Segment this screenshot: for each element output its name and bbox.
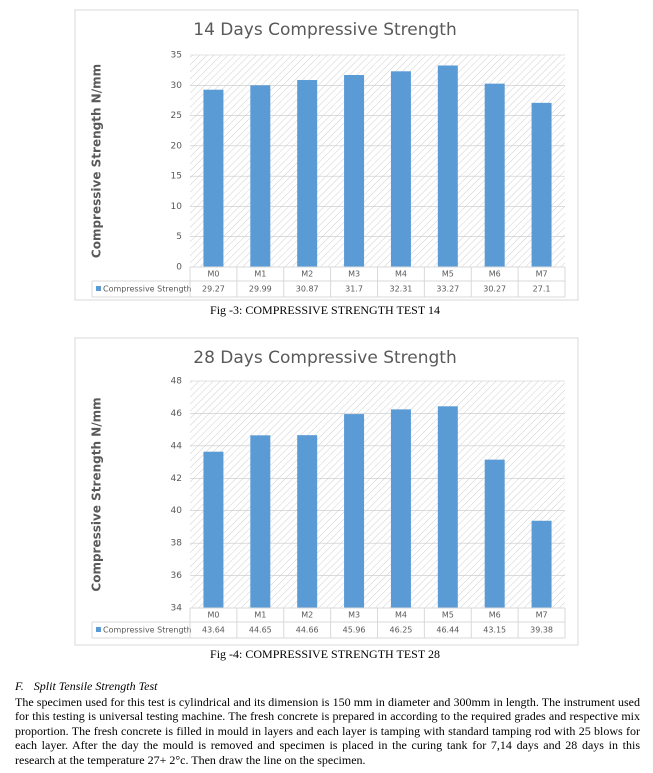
bar: [297, 435, 318, 608]
bar: [203, 451, 224, 608]
x-tick-label: M6: [489, 611, 501, 620]
x-tick-label: M4: [395, 611, 407, 620]
y-tick-label: 46: [171, 409, 183, 419]
bar: [250, 435, 271, 608]
y-tick-label: 40: [171, 506, 183, 516]
table-value: 33.27: [436, 285, 459, 294]
x-tick-label: M4: [395, 270, 407, 279]
bar: [531, 102, 552, 267]
legend-label: Compressive Strength: [103, 626, 192, 635]
bar: [390, 71, 411, 267]
y-tick-label: 20: [171, 141, 183, 151]
table-value: 46.25: [389, 626, 412, 635]
y-axis-title: Compressive Strength N/mm: [90, 64, 104, 258]
table-value: 44.66: [296, 626, 319, 635]
x-tick-label: M1: [254, 270, 266, 279]
y-tick-label: 10: [171, 202, 183, 212]
legend-swatch: [96, 286, 101, 291]
chart-title: 14 Days Compressive Strength: [193, 20, 456, 40]
table-value: 39.38: [530, 626, 553, 635]
bar: [344, 74, 365, 267]
y-tick-label: 48: [171, 377, 183, 387]
x-tick-label: M5: [442, 270, 454, 279]
section-heading: F. Split Tensile Strength Test: [15, 679, 640, 694]
bar: [484, 459, 505, 608]
x-tick-label: M7: [536, 270, 548, 279]
y-tick-label: 35: [171, 51, 182, 61]
x-tick-label: M5: [442, 611, 454, 620]
y-tick-label: 15: [171, 172, 182, 182]
table-value: 32.31: [389, 285, 412, 294]
bar: [344, 414, 365, 608]
legend-swatch: [96, 627, 101, 632]
x-tick-label: M3: [348, 611, 360, 620]
y-axis-title: Compressive Strength N/mm: [90, 397, 104, 591]
bar: [250, 85, 271, 267]
x-tick-label: M0: [207, 611, 219, 620]
bar: [390, 409, 411, 608]
table-value: 30.87: [296, 285, 319, 294]
y-tick-label: 34: [171, 604, 183, 614]
x-tick-label: M2: [301, 611, 313, 620]
table-value: 27.1: [533, 285, 551, 294]
bar: [297, 80, 318, 268]
x-tick-label: M6: [489, 270, 501, 279]
table-value: 43.15: [483, 626, 506, 635]
plot-background: [190, 55, 565, 267]
table-value: 46.44: [436, 626, 459, 635]
bar: [437, 406, 458, 608]
y-tick-label: 25: [171, 111, 182, 121]
y-tick-label: 0: [176, 263, 182, 273]
plot-background: [190, 381, 565, 608]
x-tick-label: M0: [207, 270, 219, 279]
section: F. Split Tensile Strength Test The specim…: [15, 679, 640, 768]
y-tick-label: 36: [171, 571, 183, 581]
figure-caption: Fig -4: COMPRESSIVE STRENGTH TEST 28: [210, 647, 440, 661]
y-tick-label: 30: [171, 81, 183, 91]
chart-title: 28 Days Compressive Strength: [193, 348, 456, 368]
bar: [484, 83, 505, 267]
y-tick-label: 5: [176, 232, 182, 242]
x-tick-label: M2: [301, 270, 313, 279]
bar: [437, 65, 458, 268]
table-value: 30.27: [483, 285, 506, 294]
x-tick-label: M7: [536, 611, 548, 620]
y-tick-label: 38: [171, 539, 183, 549]
table-value: 31.7: [345, 285, 363, 294]
x-tick-label: M3: [348, 270, 360, 279]
y-tick-label: 44: [171, 441, 183, 451]
charts: 14 Days Compressive Strength Compressive …: [74, 9, 579, 661]
table-value: 44.65: [249, 626, 272, 635]
x-tick-label: M1: [254, 611, 266, 620]
paragraph: The specimen used for this test is cylin…: [15, 694, 640, 767]
bar: [203, 89, 224, 267]
figure-caption: Fig -3: COMPRESSIVE STRENGTH TEST 14: [210, 303, 440, 317]
legend-label: Compressive Strength: [103, 285, 192, 294]
table-value: 45.96: [343, 626, 366, 635]
table-value: 43.64: [202, 626, 225, 635]
table-value: 29.27: [202, 285, 225, 294]
y-tick-label: 42: [171, 474, 182, 484]
section-number: F.: [15, 679, 24, 693]
table-value: 29.99: [249, 285, 272, 294]
bar: [531, 520, 552, 608]
section-title: Split Tensile Strength Test: [33, 679, 158, 693]
